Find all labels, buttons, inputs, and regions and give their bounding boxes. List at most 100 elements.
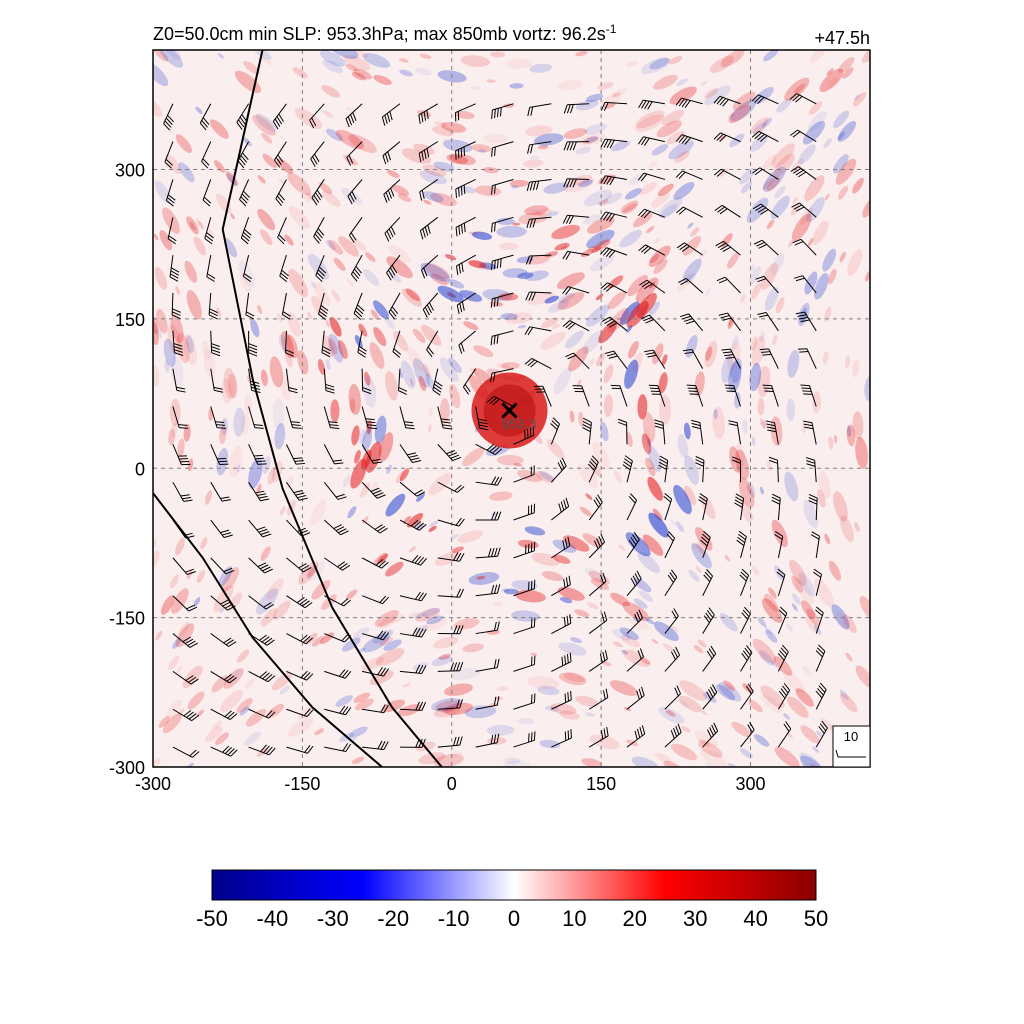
positive-vorticity-patch	[818, 470, 831, 499]
negative-vorticity-patch	[747, 481, 756, 498]
wind-barb-shaft	[588, 697, 609, 710]
positive-vorticity-patch	[379, 432, 394, 462]
wind-barb-feather	[275, 157, 282, 166]
wind-barb-feather	[494, 547, 498, 557]
wind-barb	[702, 645, 717, 672]
wind-barb-feather	[384, 233, 390, 242]
negative-vorticity-patch	[223, 238, 238, 258]
min-slp-label: 953.3	[502, 415, 537, 431]
wind-barb	[790, 129, 817, 143]
negative-vorticity-patch	[812, 746, 819, 753]
colorbar-tick-label: -10	[438, 906, 470, 931]
positive-vorticity-patch	[847, 249, 863, 276]
positive-vorticity-patch	[410, 378, 414, 386]
negative-vorticity-patch	[814, 272, 829, 300]
negative-vorticity-patch	[326, 240, 336, 251]
wind-scale-key: 10	[832, 725, 871, 768]
negative-vorticity-patch	[533, 133, 564, 146]
positive-vorticity-patch	[330, 399, 340, 423]
wind-barb-shaft	[248, 670, 269, 683]
negative-vorticity-patch	[638, 590, 653, 602]
wind-barb-feather	[202, 117, 210, 125]
wind-barb-shaft	[702, 730, 719, 748]
wind-barb-feather	[351, 191, 357, 200]
wind-barb-shaft	[569, 320, 590, 332]
positive-vorticity-patch	[729, 446, 741, 473]
positive-vorticity-patch	[598, 321, 617, 344]
wind-barb	[792, 238, 817, 256]
wind-barb-feather	[459, 699, 463, 708]
wind-barb	[664, 646, 681, 672]
wind-barb-feather	[527, 107, 531, 117]
wind-barb-feather	[722, 317, 732, 321]
positive-vorticity-patch	[819, 68, 844, 93]
positive-vorticity-patch	[345, 64, 358, 72]
positive-vorticity-patch	[674, 151, 690, 163]
negative-vorticity-patch	[584, 568, 604, 581]
wind-barb-shaft	[399, 519, 420, 531]
wind-barb-feather	[463, 184, 466, 194]
wind-barb-feather	[462, 386, 469, 395]
wind-barb-feather	[721, 348, 731, 351]
wind-barb-feather	[206, 232, 214, 239]
wind-scale-box	[832, 725, 871, 768]
wind-barb-shaft	[588, 619, 608, 634]
wind-barb-feather	[453, 552, 459, 561]
wind-barb-feather	[419, 524, 427, 531]
wind-barb-feather	[677, 277, 687, 283]
negative-vorticity-patch	[590, 254, 615, 272]
negative-vorticity-patch	[619, 301, 640, 325]
positive-vorticity-patch	[365, 441, 382, 473]
negative-vorticity-patch	[310, 281, 316, 289]
positive-vorticity-patch	[580, 249, 594, 258]
wind-barb	[562, 320, 590, 332]
wind-barb-feather	[415, 664, 421, 674]
negative-vorticity-patch	[734, 392, 741, 409]
wind-barb-shaft	[210, 519, 225, 538]
wind-barb	[626, 686, 645, 710]
wind-barb	[526, 216, 552, 228]
wind-scale-barb	[835, 749, 839, 758]
negative-vorticity-patch	[244, 731, 261, 746]
wind-barb-feather	[257, 493, 267, 497]
wind-barb-feather	[224, 710, 232, 718]
wind-barb-feather	[276, 195, 284, 204]
negative-vorticity-patch	[347, 506, 357, 519]
positive-vorticity-patch	[792, 196, 799, 204]
wind-barb-feather	[695, 456, 705, 461]
positive-vorticity-patch	[261, 133, 273, 144]
wind-barb-feather	[493, 696, 497, 706]
wind-barb	[626, 570, 642, 597]
wind-barb-shaft	[321, 330, 325, 353]
wind-barb	[686, 384, 704, 407]
wind-barb-feather	[776, 571, 785, 579]
wind-barb-feather	[810, 534, 820, 540]
wind-barb-feather	[634, 613, 639, 623]
wind-barb-feather	[276, 116, 283, 125]
positive-vorticity-patch	[666, 130, 686, 145]
wind-barb-shaft	[492, 141, 514, 149]
positive-vorticity-patch	[320, 632, 335, 645]
wind-barb-shaft	[815, 689, 827, 710]
wind-barb-feather	[229, 713, 238, 720]
wind-barb	[242, 255, 252, 283]
wind-barb	[437, 481, 465, 493]
wind-barb-feather	[421, 738, 426, 748]
positive-vorticity-patch	[221, 378, 232, 404]
positive-vorticity-patch	[428, 525, 437, 532]
wind-barb-feather	[192, 751, 200, 758]
wind-barb-feather	[382, 155, 387, 165]
wind-barb-shaft	[513, 664, 535, 672]
wind-barb-feather	[416, 522, 424, 530]
wind-barb-feather	[606, 726, 609, 736]
positive-vorticity-patch	[622, 601, 650, 622]
wind-barb-feather	[388, 228, 394, 238]
wind-barb-feather	[492, 372, 496, 382]
wind-barb-feather	[350, 274, 358, 282]
wind-barb-feather	[722, 246, 731, 253]
wind-barb-feather	[478, 421, 488, 425]
positive-vorticity-patch	[833, 491, 848, 522]
positive-vorticity-patch	[661, 354, 668, 366]
wind-barb-feather	[624, 455, 633, 462]
negative-vorticity-patch	[658, 197, 683, 218]
